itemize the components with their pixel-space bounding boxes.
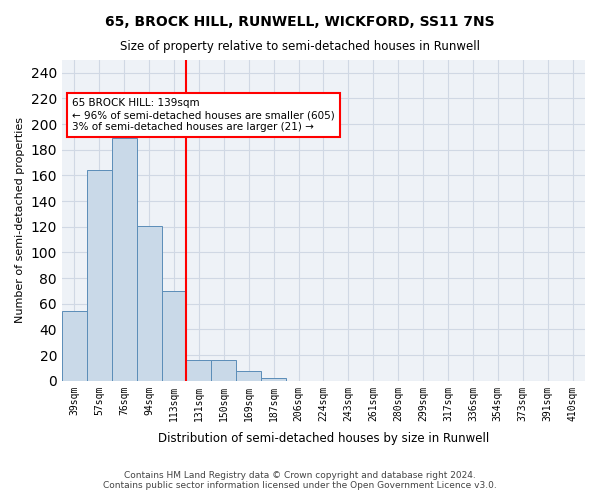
Bar bbox=[87, 170, 112, 381]
Bar bbox=[261, 378, 286, 381]
Text: Size of property relative to semi-detached houses in Runwell: Size of property relative to semi-detach… bbox=[120, 40, 480, 53]
Text: 65, BROCK HILL, RUNWELL, WICKFORD, SS11 7NS: 65, BROCK HILL, RUNWELL, WICKFORD, SS11 … bbox=[105, 15, 495, 29]
Bar bbox=[211, 360, 236, 381]
Y-axis label: Number of semi-detached properties: Number of semi-detached properties bbox=[15, 118, 25, 324]
Bar bbox=[236, 370, 261, 381]
Bar bbox=[161, 291, 187, 381]
Bar bbox=[137, 226, 161, 381]
Bar bbox=[62, 312, 87, 381]
Bar bbox=[187, 360, 211, 381]
Text: 65 BROCK HILL: 139sqm
← 96% of semi-detached houses are smaller (605)
3% of semi: 65 BROCK HILL: 139sqm ← 96% of semi-deta… bbox=[73, 98, 335, 132]
Bar bbox=[112, 138, 137, 381]
X-axis label: Distribution of semi-detached houses by size in Runwell: Distribution of semi-detached houses by … bbox=[158, 432, 489, 445]
Text: Contains HM Land Registry data © Crown copyright and database right 2024.
Contai: Contains HM Land Registry data © Crown c… bbox=[103, 470, 497, 490]
